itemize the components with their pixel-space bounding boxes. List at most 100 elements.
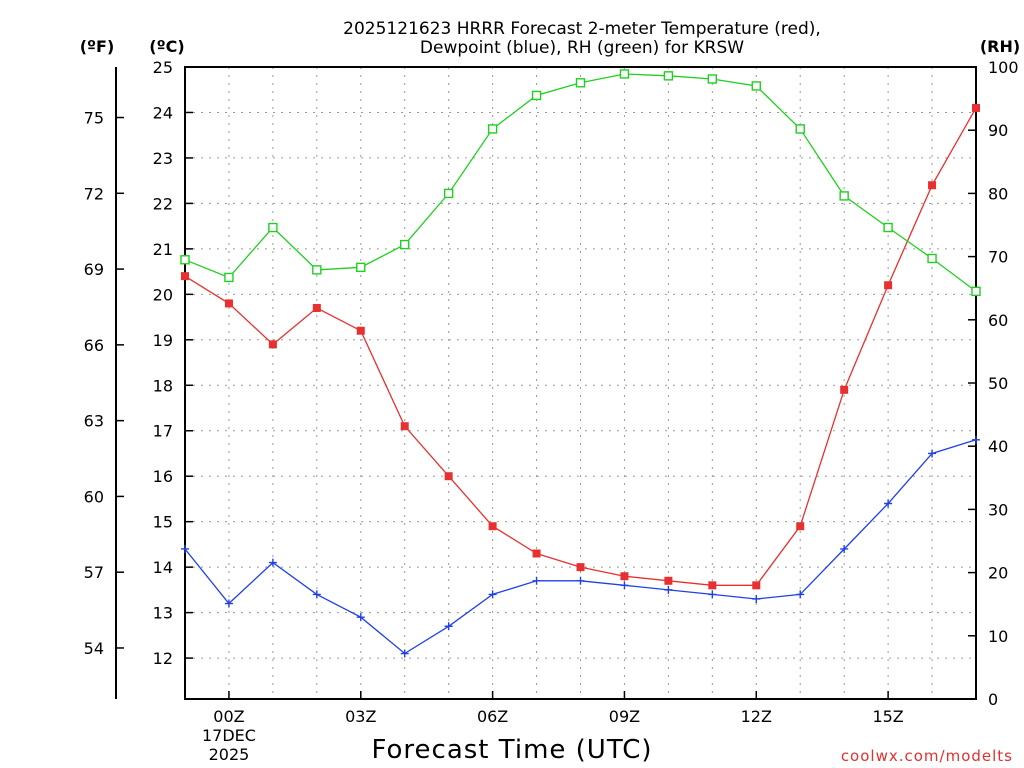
- credit-label: coolwx.com/modelts: [841, 747, 1013, 765]
- rh-tick-label: 0: [988, 690, 998, 709]
- rh-point: [487, 124, 498, 134]
- x-tick-label: 03Z: [345, 707, 376, 726]
- series-layer: [180, 69, 981, 658]
- dewpoint-point: [488, 590, 497, 599]
- rh-tick-label: 70: [988, 248, 1008, 267]
- rh-tick-label: 40: [988, 437, 1008, 456]
- celsius-tick-label: 25: [153, 58, 173, 77]
- dewpoint-line: [184, 439, 977, 655]
- x-tick-label: 15Z: [872, 707, 903, 726]
- celsius-tick-label: 14: [153, 558, 173, 577]
- x-tick-label: 06Z: [477, 707, 508, 726]
- fahrenheit-tick-label: 60: [84, 487, 104, 506]
- celsius-tick-label: 13: [153, 604, 173, 623]
- fahrenheit-unit-label: (ºF): [80, 37, 115, 56]
- rh-point: [443, 188, 454, 199]
- fahrenheit-tick-label: 72: [84, 184, 104, 203]
- dewpoint-point: [268, 558, 277, 567]
- dewpoint-point: [224, 599, 233, 608]
- temperature-point: [224, 299, 233, 308]
- dewpoint-point: [884, 499, 893, 508]
- x-axis-label: Forecast Time (UTC): [371, 735, 652, 765]
- x-tick-label: 09Z: [609, 707, 640, 726]
- series-rh: [180, 69, 981, 297]
- rh-tick-label: 20: [988, 564, 1008, 583]
- rh-point: [224, 272, 234, 283]
- rh-point: [356, 262, 366, 273]
- celsius-tick-label: 19: [153, 331, 173, 350]
- fahrenheit-tick-label: 63: [84, 412, 104, 431]
- dewpoint-point: [840, 544, 849, 553]
- temperature-point: [532, 549, 541, 558]
- rh-point: [312, 265, 322, 275]
- dewpoint-point: [972, 435, 980, 444]
- rh-point: [268, 222, 278, 233]
- fahrenheit-tick-label: 54: [84, 639, 104, 658]
- temperature-point: [268, 340, 277, 349]
- temperature-point: [181, 272, 189, 281]
- celsius-tick-label: 22: [153, 194, 173, 213]
- rh-tick-label: 50: [988, 374, 1008, 393]
- rh-tick-label: 60: [988, 311, 1008, 330]
- temperature-point: [928, 181, 937, 190]
- rh-tick-label: 10: [988, 627, 1008, 646]
- dewpoint-point: [928, 449, 937, 458]
- x-tick-date-label: 17DEC: [202, 726, 256, 745]
- celsius-tick-label: 24: [153, 103, 173, 122]
- temperature-point: [312, 303, 321, 312]
- fahrenheit-tick-label: 75: [84, 109, 104, 128]
- rh-tick-label: 30: [988, 500, 1008, 519]
- rh-point: [400, 239, 410, 250]
- rh-tick-label: 80: [988, 184, 1008, 203]
- celsius-tick-label: 16: [153, 467, 173, 486]
- temperature-point: [752, 581, 761, 590]
- chart-title-line2: Dewpoint (blue), RH (green) for KRSW: [420, 38, 744, 58]
- temperature-point: [708, 581, 717, 590]
- temperature-point: [620, 572, 629, 581]
- rh-point: [751, 81, 761, 91]
- series-temperature: [181, 103, 980, 590]
- celsius-tick-label: 17: [153, 422, 173, 441]
- tick-layer: 12 13 14 15 16 17 18 19 20 21 22 23 24 25 00Z17DEC2025…: [84, 58, 1019, 764]
- temperature-point: [444, 472, 453, 481]
- x-tick-year-label: 2025: [209, 745, 250, 764]
- rh-line: [184, 73, 977, 292]
- temperature-point: [400, 422, 409, 431]
- celsius-tick-label: 21: [153, 240, 173, 259]
- dewpoint-point: [620, 581, 629, 590]
- temperature-point: [664, 576, 673, 585]
- dewpoint-point: [796, 590, 805, 599]
- rh-point: [927, 253, 937, 264]
- dewpoint-point: [752, 594, 761, 603]
- x-tick-label: 00Z: [213, 707, 244, 726]
- rh-point: [531, 90, 542, 101]
- dewpoint-point: [664, 585, 673, 594]
- temperature-point: [840, 385, 849, 394]
- dewpoint-point: [181, 544, 189, 553]
- temperature-point: [884, 281, 893, 290]
- celsius-unit-label: (ºC): [149, 37, 184, 56]
- rh-point: [575, 78, 586, 88]
- rh-point: [971, 286, 981, 297]
- celsius-tick-label: 18: [153, 376, 173, 395]
- celsius-tick-label: 20: [153, 285, 173, 304]
- dewpoint-point: [400, 649, 409, 658]
- fahrenheit-tick-label: 69: [84, 260, 104, 279]
- rh-point: [883, 222, 893, 233]
- rh-unit-label: (RH): [980, 37, 1020, 56]
- celsius-tick-label: 15: [153, 513, 173, 532]
- dewpoint-point: [312, 590, 321, 599]
- dewpoint-point: [356, 613, 365, 622]
- temperature-point: [488, 522, 497, 531]
- rh-tick-label: 90: [988, 121, 1008, 140]
- dewpoint-point: [708, 590, 717, 599]
- x-tick-label: 12Z: [741, 707, 772, 726]
- rh-point: [839, 191, 849, 201]
- chart-title-line1: 2025121623 HRRR Forecast 2-meter Tempera…: [343, 19, 821, 39]
- dewpoint-point: [532, 576, 541, 585]
- rh-point: [619, 69, 630, 79]
- temperature-point: [796, 522, 805, 531]
- rh-point: [180, 255, 190, 265]
- temperature-point: [356, 326, 365, 335]
